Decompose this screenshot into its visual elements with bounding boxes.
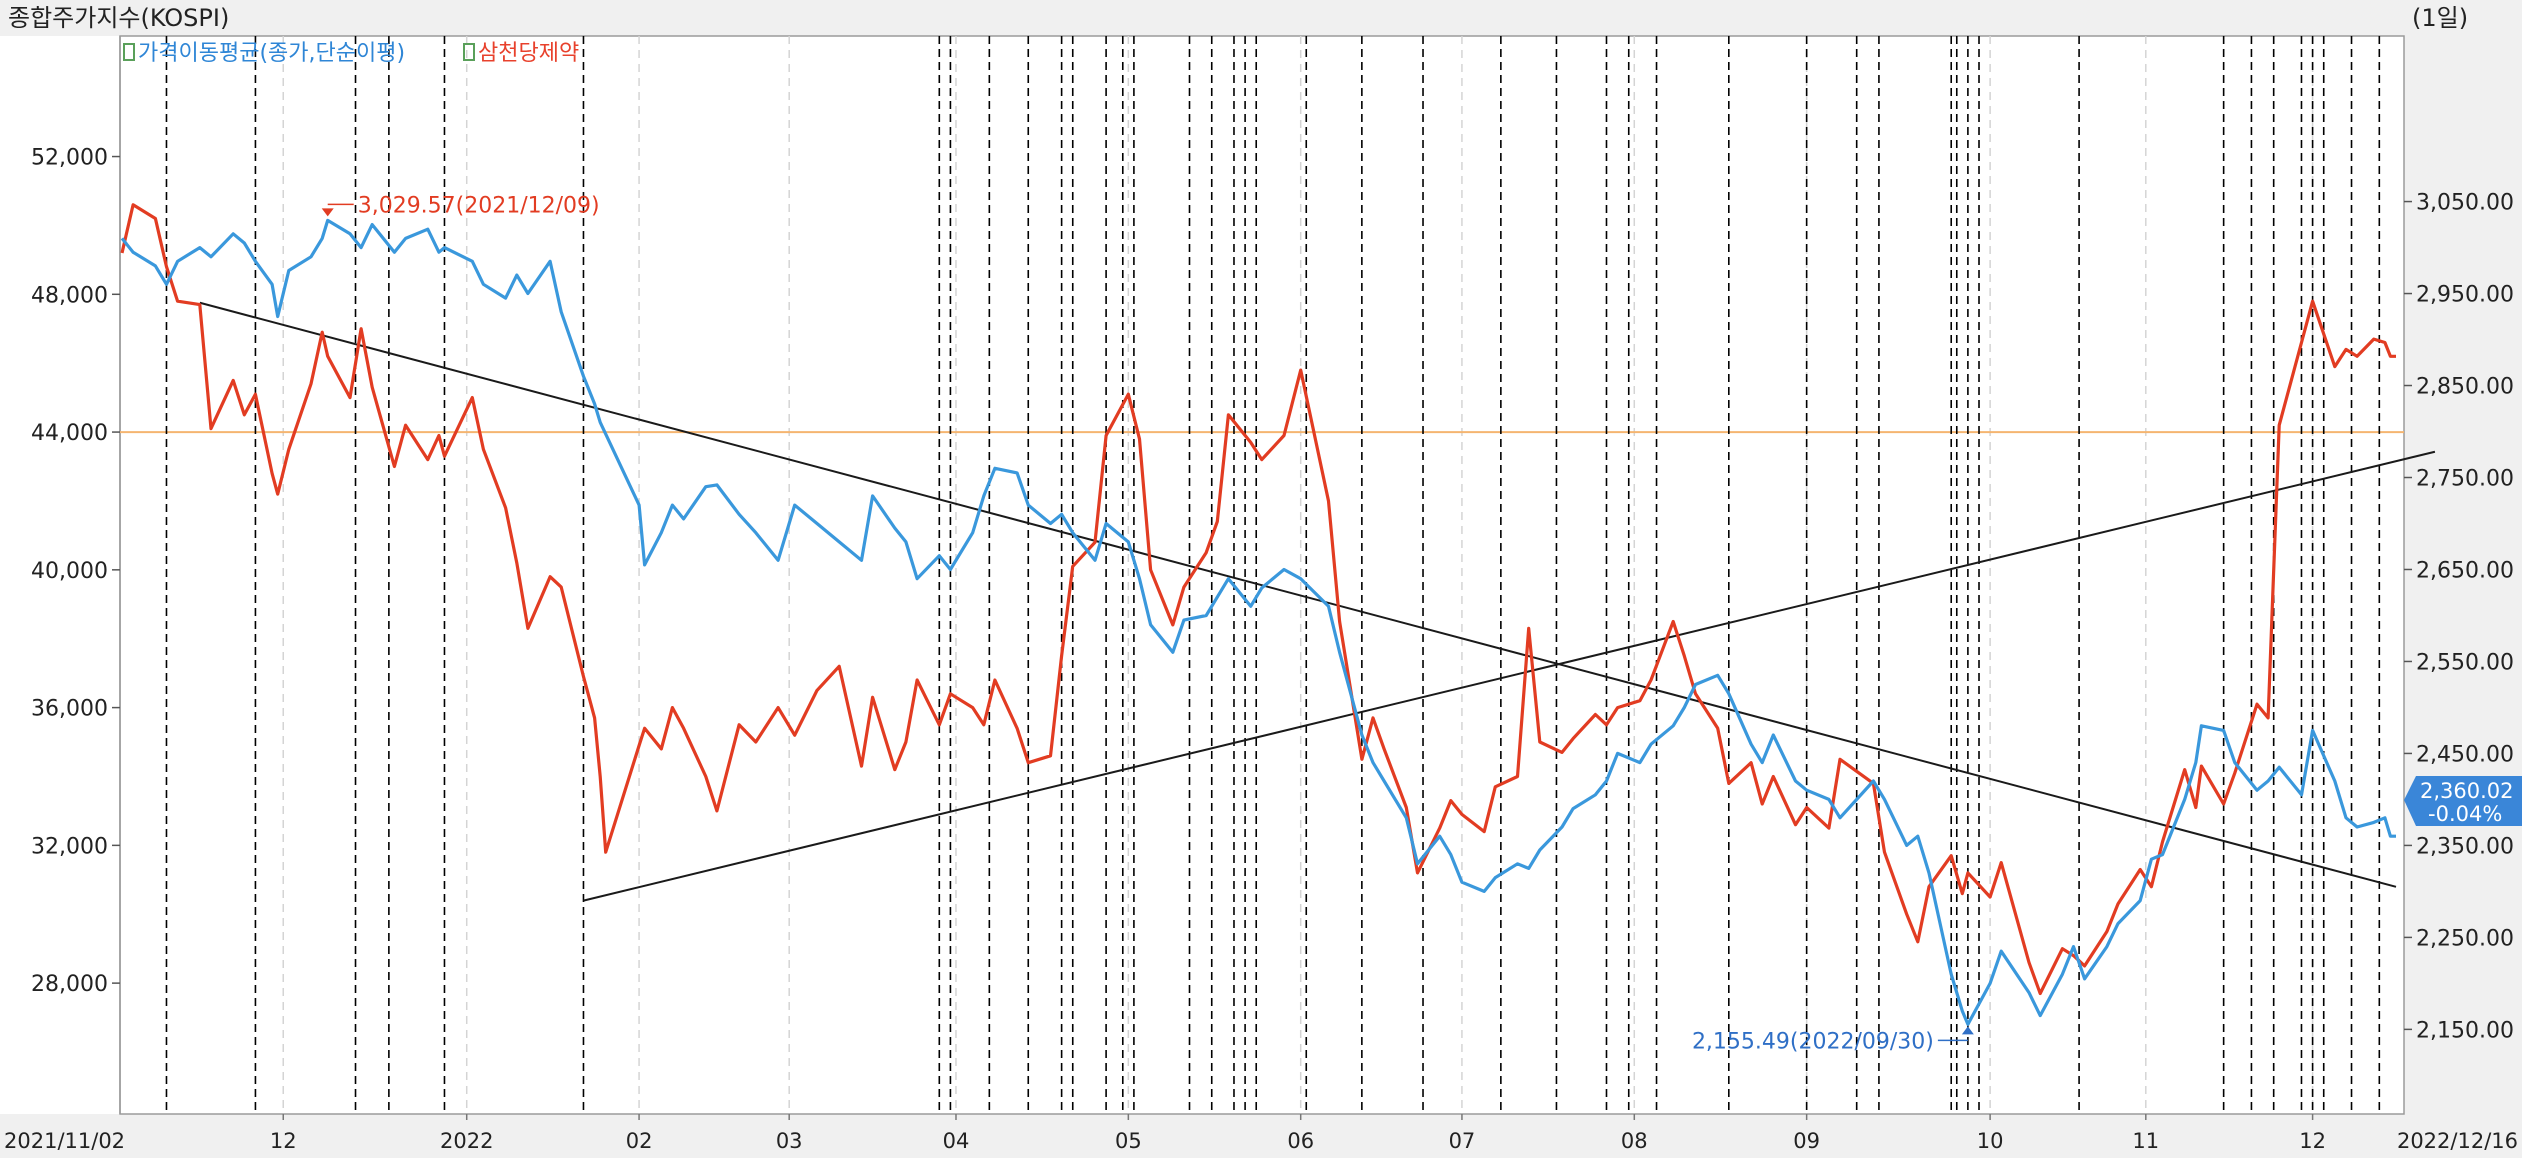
right-tick-label: 2,450.00 <box>2416 742 2514 767</box>
x-tick-label: 2022/12/16 <box>2397 1129 2518 1153</box>
x-tick-label: 10 <box>1977 1129 2004 1153</box>
x-tick-label: 2022 <box>440 1129 493 1153</box>
badge-change: -0.04% <box>2428 802 2502 826</box>
right-axis-panel <box>2404 36 2522 1158</box>
legend: 가격이동평균(종가,단순이평) 삼천당제약 <box>123 41 579 66</box>
right-tick-label: 2,750.00 <box>2416 467 2514 492</box>
x-tick-label: 12 <box>2299 1129 2326 1153</box>
left-tick-label: 32,000 <box>31 834 108 859</box>
x-tick-label: 2021/11/02 <box>4 1129 125 1153</box>
x-tick-label: 08 <box>1621 1129 1648 1153</box>
x-tick-label: 09 <box>1793 1129 1820 1153</box>
vertical-markers <box>165 36 2381 1114</box>
left-tick-label: 44,000 <box>31 421 108 446</box>
right-tick-label: 2,350.00 <box>2416 834 2514 859</box>
legend-stock-label[interactable]: 삼천당제약 <box>478 41 579 66</box>
x-tick-label: 04 <box>943 1129 970 1153</box>
left-tick-label: 52,000 <box>31 146 108 171</box>
chart-title: 종합주가지수(KOSPI) <box>8 4 229 32</box>
right-tick-label: 3,050.00 <box>2416 191 2514 216</box>
right-tick-label: 2,550.00 <box>2416 650 2514 675</box>
ascending-trendline[interactable] <box>583 450 2436 902</box>
last-value-badge: 2,360.02 -0.04% <box>2404 776 2522 826</box>
legend-kospi-icon[interactable] <box>123 43 135 61</box>
series-layer[interactable] <box>120 203 2396 1026</box>
left-tick-label: 28,000 <box>31 972 108 997</box>
right-tick-label: 2,250.00 <box>2416 926 2514 951</box>
x-axis-panel <box>0 1114 2522 1158</box>
left-tick-label: 36,000 <box>31 697 108 722</box>
x-tick-label: 12 <box>270 1129 297 1153</box>
trendlines[interactable] <box>199 301 2436 902</box>
x-tick-label: 02 <box>626 1129 653 1153</box>
right-tick-label: 2,150.00 <box>2416 1018 2514 1043</box>
period-label: (1일) <box>2412 4 2468 32</box>
axis-labels: 2021/11/02 12 2022 02 03 04 05 06 07 08 09 10 11 12 20… <box>4 146 2518 1153</box>
title-bar <box>0 0 2522 36</box>
annotations: 3,029.57(2021/12/09) 2,155.49(2022/09/30) <box>321 193 1974 1054</box>
x-tick-label: 07 <box>1449 1129 1476 1153</box>
x-tick-label: 03 <box>776 1129 803 1153</box>
annotation-marker <box>321 208 334 217</box>
annotation-max-label: 3,029.57(2021/12/09) <box>358 193 600 218</box>
descending-trendline[interactable] <box>199 301 2397 888</box>
annotation-min-label: 2,155.49(2022/09/30) <box>1692 1029 1934 1054</box>
x-tick-label: 05 <box>1115 1129 1142 1153</box>
legend-kospi-label[interactable]: 가격이동평균(종가,단순이평) <box>138 41 405 66</box>
left-tick-label: 40,000 <box>31 559 108 584</box>
right-tick-label: 2,950.00 <box>2416 283 2514 308</box>
legend-stock-icon[interactable] <box>463 43 475 61</box>
x-tick-label: 06 <box>1287 1129 1314 1153</box>
samchundang-price-line[interactable] <box>120 203 2396 996</box>
annotation-marker <box>1961 1026 1974 1035</box>
kospi-ma-line[interactable] <box>120 218 2396 1026</box>
right-tick-label: 2,850.00 <box>2416 375 2514 400</box>
badge-shape <box>2404 776 2522 826</box>
left-tick-label: 48,000 <box>31 283 108 308</box>
badge-value: 2,360.02 <box>2420 779 2514 803</box>
right-tick-label: 2,650.00 <box>2416 558 2514 583</box>
x-tick-label: 11 <box>2132 1129 2159 1153</box>
